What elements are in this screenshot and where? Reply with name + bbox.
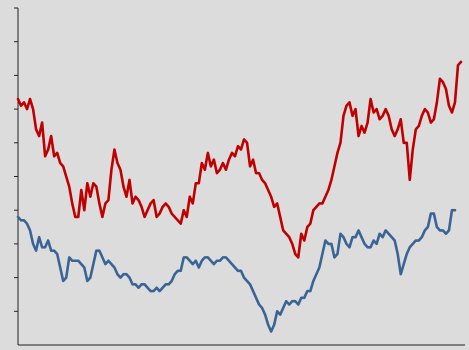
axes [14,7,465,346]
series-line-2 [16,208,457,333]
series-group [16,60,463,333]
series-line-1 [16,60,463,259]
